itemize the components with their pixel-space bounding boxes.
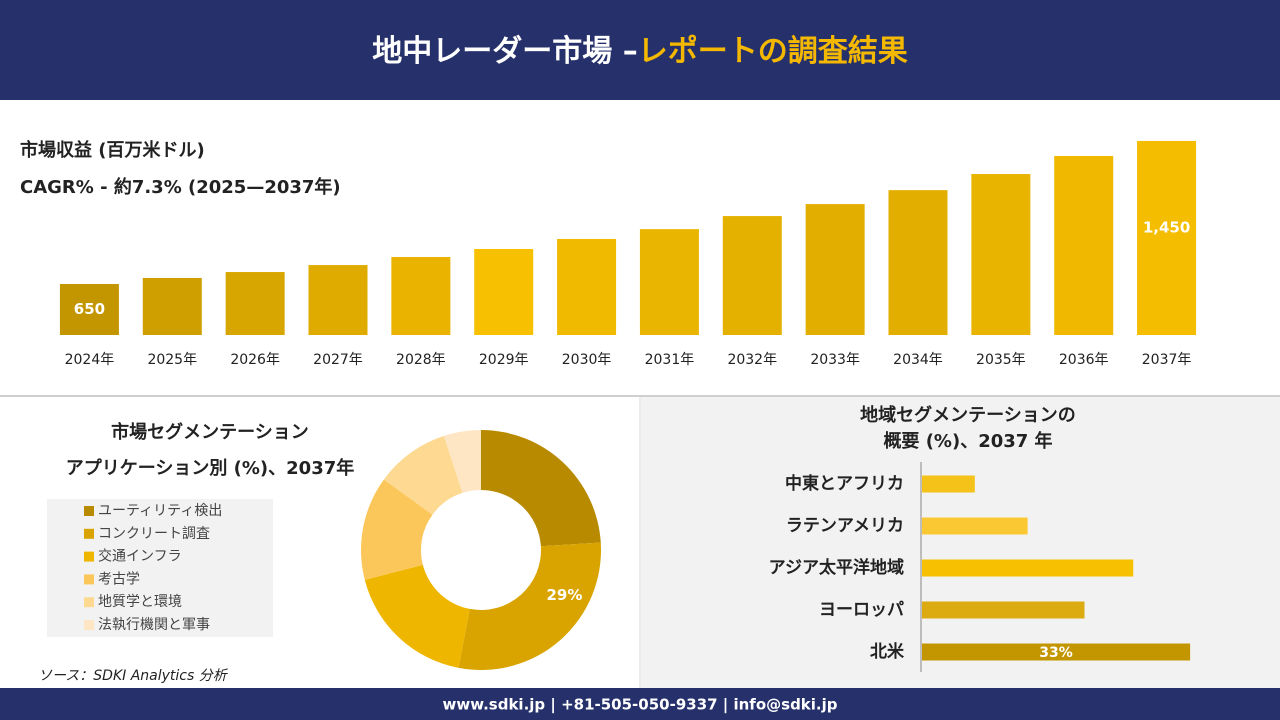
value-label: 29% [546, 586, 582, 604]
x-tick-label: 2037年 [1142, 352, 1192, 368]
bar [1137, 140, 1197, 335]
bar [722, 216, 782, 335]
donut-segment [443, 430, 481, 493]
chart-title: 地域セグメンテーションの [860, 404, 1076, 426]
bar [922, 601, 1085, 619]
bar [391, 257, 451, 335]
donut-segment [361, 479, 433, 580]
donut-segment [364, 564, 470, 668]
x-tick-label: 2025年 [147, 352, 197, 368]
region-panel [641, 397, 1280, 688]
bar [805, 204, 865, 335]
x-tick-label: 2036年 [1059, 352, 1109, 368]
y-tick-label: 中東とアフリカ [785, 473, 904, 494]
legend-swatch [84, 528, 94, 539]
donut-segment [458, 542, 601, 670]
bar [639, 229, 699, 335]
footer-band [0, 688, 1280, 720]
legend-box [47, 499, 273, 637]
y-tick-label: アジア太平洋地域 [769, 557, 904, 578]
bar [922, 517, 1028, 535]
source: ソース：SDKI Analytics 分析 [38, 668, 229, 684]
chart-title: 市場セグメンテーション [111, 421, 309, 443]
bar [474, 248, 534, 335]
chart-subtitle: CAGR% - 約7.3% (2025—2037年) [20, 176, 341, 198]
x-tick-label: 2032年 [727, 352, 777, 368]
bar [308, 265, 368, 335]
x-tick-label: 2030年 [562, 352, 612, 368]
bar [971, 174, 1031, 335]
x-tick-label: 2024年 [65, 352, 115, 368]
x-tick-label: 2031年 [645, 352, 695, 368]
legend-swatch [84, 551, 94, 562]
bar [142, 277, 202, 335]
bar [59, 284, 119, 335]
value-label: 650 [74, 300, 105, 318]
legend-label: 法執行機関と軍事 [98, 617, 210, 633]
value-label: 1,450 [1143, 218, 1190, 236]
legend-label: 交通インフラ [98, 548, 182, 565]
legend-label: ユーティリティ検出 [98, 503, 222, 519]
chart-subtitle: アプリケーション別 (%)、2037年 [66, 457, 355, 479]
legend-swatch [84, 597, 94, 608]
legend-label: 考古学 [98, 571, 140, 587]
x-tick-label: 2034年 [893, 352, 943, 368]
legend-label: コンクリート調査 [98, 526, 210, 542]
chart-title: 市場収益 (百万米ドル) [20, 139, 205, 161]
legend-swatch [84, 620, 94, 630]
x-tick-label: 2029年 [479, 352, 529, 368]
title-accent: レポートの調査結果 [638, 34, 908, 69]
legend-swatch [84, 506, 94, 516]
bar [888, 190, 948, 335]
legend-label: 地質学と環境 [98, 594, 182, 610]
x-tick-label: 2033年 [810, 352, 860, 368]
bar [922, 475, 975, 493]
bar [922, 643, 1191, 661]
donut-segment [383, 435, 463, 515]
y-tick-label: ラテンアメリカ [786, 516, 904, 536]
footer: www.sdki.jp | +81-505-050-9337 | info@sd… [442, 696, 837, 715]
legend-swatch [84, 574, 94, 585]
bar [557, 238, 617, 335]
header-title: 地中レーダー市場 –レポートの調査結果 [372, 34, 907, 69]
y-tick-label: ヨーロッパ [819, 600, 904, 620]
y-tick-label: 北米 [870, 641, 905, 662]
bar [1054, 155, 1114, 335]
x-tick-label: 2035年 [976, 352, 1026, 368]
header-band [0, 0, 1280, 100]
bar [225, 272, 285, 335]
donut-segment [481, 430, 601, 547]
chart-subtitle: 概要 (%)、2037 年 [883, 430, 1052, 452]
bar [922, 559, 1134, 577]
value-label: 33% [1039, 645, 1073, 661]
title-main: 地中レーダー市場 – [372, 34, 637, 69]
x-tick-label: 2026年 [230, 352, 280, 368]
x-tick-label: 2028年 [396, 352, 446, 368]
x-tick-label: 2027年 [313, 352, 363, 368]
